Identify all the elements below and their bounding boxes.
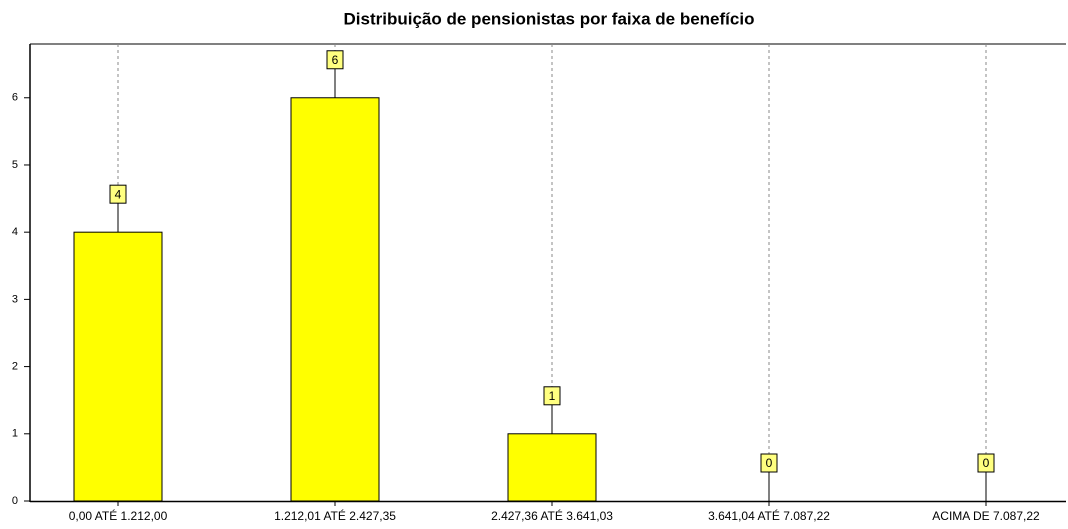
data-label: 1 — [549, 389, 556, 403]
y-tick-label: 4 — [12, 226, 18, 238]
y-tick-label: 6 — [12, 92, 18, 104]
data-label: 0 — [983, 456, 990, 470]
y-tick-label: 2 — [12, 360, 18, 372]
data-label: 4 — [115, 187, 122, 201]
label-box — [109, 184, 127, 204]
x-tick-label: 3.641,04 ATÉ 7.087,22 — [708, 508, 830, 523]
label-box — [326, 50, 344, 70]
x-tick-label: ACIMA DE 7.087,22 — [932, 509, 1040, 523]
bar — [290, 97, 380, 502]
y-tick-label: 5 — [12, 159, 18, 171]
y-tick-label: 3 — [12, 293, 18, 305]
x-tick-label: 1.212,01 ATÉ 2.427,35 — [274, 508, 396, 523]
data-label: 0 — [766, 456, 773, 470]
label-box — [977, 453, 995, 473]
bar — [73, 231, 163, 502]
bar — [507, 433, 597, 502]
y-tick-label: 1 — [12, 428, 18, 440]
x-tick-label: 0,00 ATÉ 1.212,00 — [69, 508, 168, 523]
data-label: 6 — [332, 53, 339, 67]
y-tick-label: 0 — [12, 495, 18, 507]
chart-title: Distribuição de pensionistas por faixa d… — [344, 9, 755, 28]
label-box — [760, 453, 778, 473]
x-tick-label: 2.427,36 ATÉ 3.641,03 — [491, 508, 613, 523]
label-box — [543, 386, 561, 406]
